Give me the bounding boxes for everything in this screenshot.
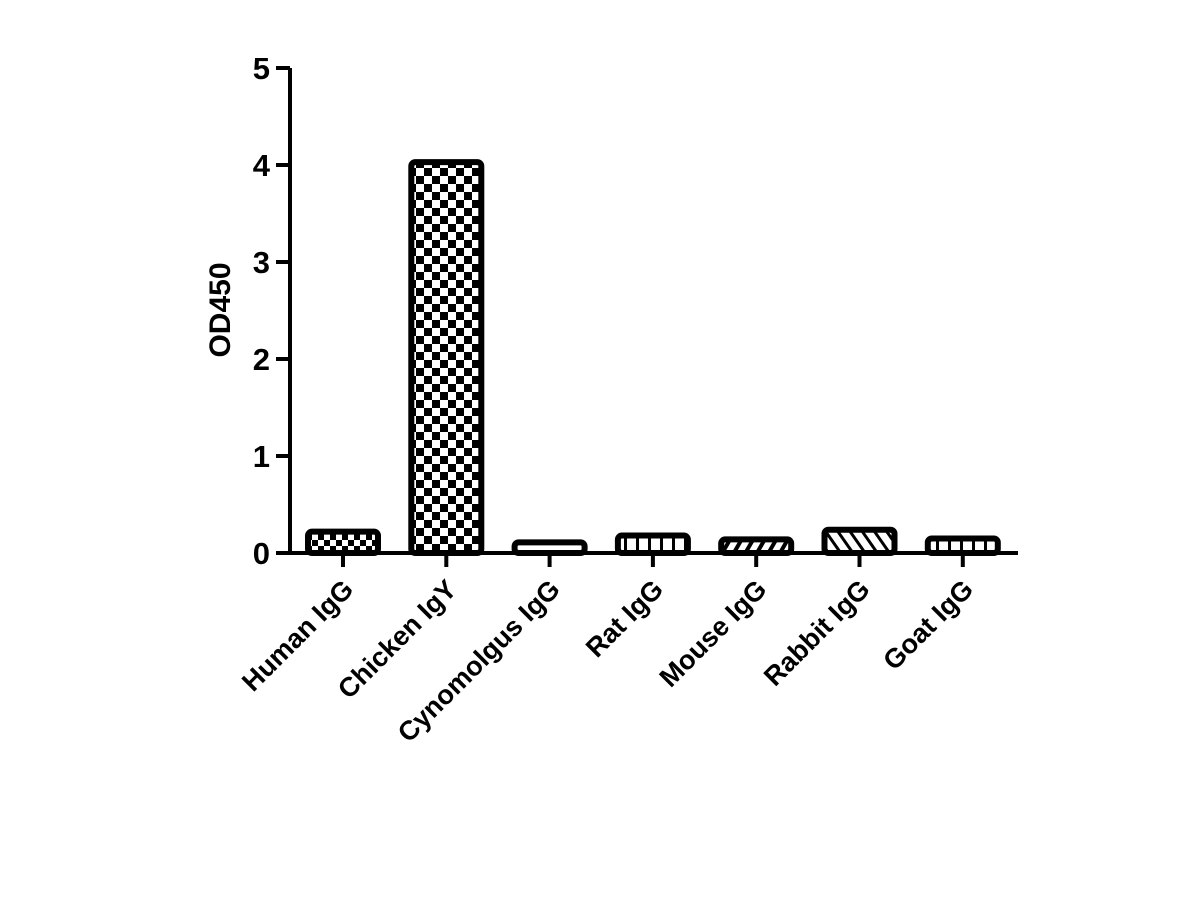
x-tick-label: Mouse IgG — [654, 574, 773, 693]
y-tick-label: 5 — [253, 51, 270, 86]
bar-human-igg — [305, 528, 381, 556]
bar-mouse-igg — [718, 536, 795, 556]
bar-rabbit-igg — [821, 526, 898, 556]
bar-goat-igg — [924, 535, 1001, 557]
y-axis-label: OD450 — [204, 262, 237, 357]
bar-rat-igg — [614, 532, 691, 556]
y-tick-label: 4 — [253, 148, 271, 183]
bar-chicken-igy — [408, 159, 485, 556]
y-tick-label: 3 — [253, 245, 270, 280]
y-tick-label: 1 — [253, 439, 270, 474]
x-tick-label: Rabbit IgG — [758, 574, 876, 692]
x-tick-label: Rat IgG — [580, 574, 669, 663]
x-tick-label: Goat IgG — [877, 574, 979, 676]
y-tick-label: 2 — [253, 342, 270, 377]
y-tick-label: 0 — [253, 536, 270, 571]
